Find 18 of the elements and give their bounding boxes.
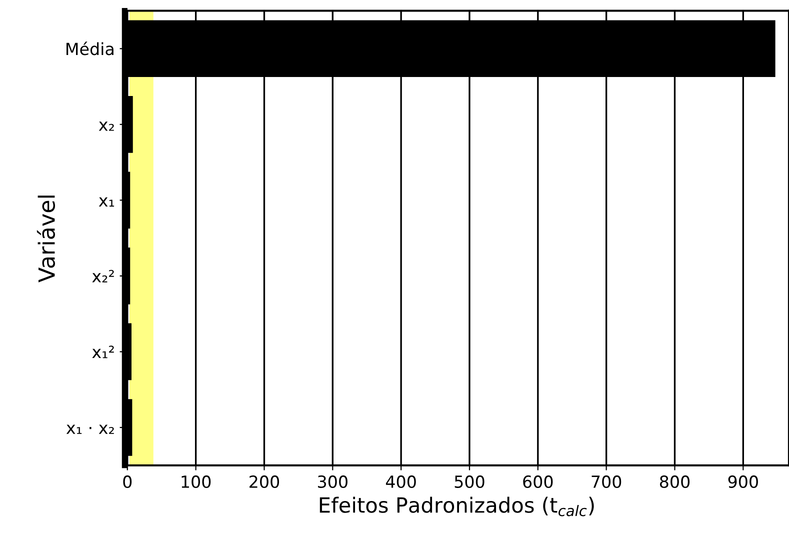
y-tick-label: x₁ xyxy=(98,197,114,207)
x-tick-label: 900 xyxy=(728,475,758,488)
y-tick-label: x₁² xyxy=(92,346,114,358)
y-tick-label: Média xyxy=(66,42,114,56)
x-tick-label: 100 xyxy=(182,475,211,488)
y-tick-label: x₂ xyxy=(98,122,114,131)
x-axis-title: Efeitos Padronizados (t$_{calc}$) xyxy=(320,496,594,516)
y-tick-label: x₁ · x₂ xyxy=(66,424,114,434)
x-tick-label: 700 xyxy=(592,475,622,488)
x-tick-label: 400 xyxy=(386,475,416,488)
x-tick-label: 200 xyxy=(250,475,280,488)
y-axis-title: Variável xyxy=(36,196,56,282)
y-tick-label: x₂² xyxy=(92,270,114,282)
x-tick-label: 300 xyxy=(318,475,348,488)
x-tick-label: 0 xyxy=(123,475,132,488)
x-tick-label: 600 xyxy=(523,475,553,488)
x-tick-label: 800 xyxy=(660,475,690,488)
x-tick-label: 500 xyxy=(454,475,484,488)
